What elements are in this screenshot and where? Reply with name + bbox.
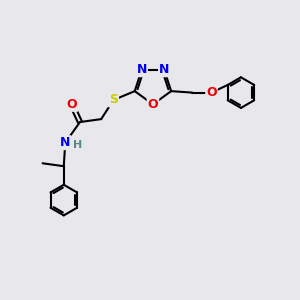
Text: H: H xyxy=(73,140,82,150)
Text: S: S xyxy=(109,94,118,106)
Text: O: O xyxy=(66,98,77,111)
Text: N: N xyxy=(136,63,147,76)
Text: O: O xyxy=(148,98,158,111)
Text: O: O xyxy=(206,86,217,99)
Text: N: N xyxy=(159,63,169,76)
Text: N: N xyxy=(60,136,70,149)
